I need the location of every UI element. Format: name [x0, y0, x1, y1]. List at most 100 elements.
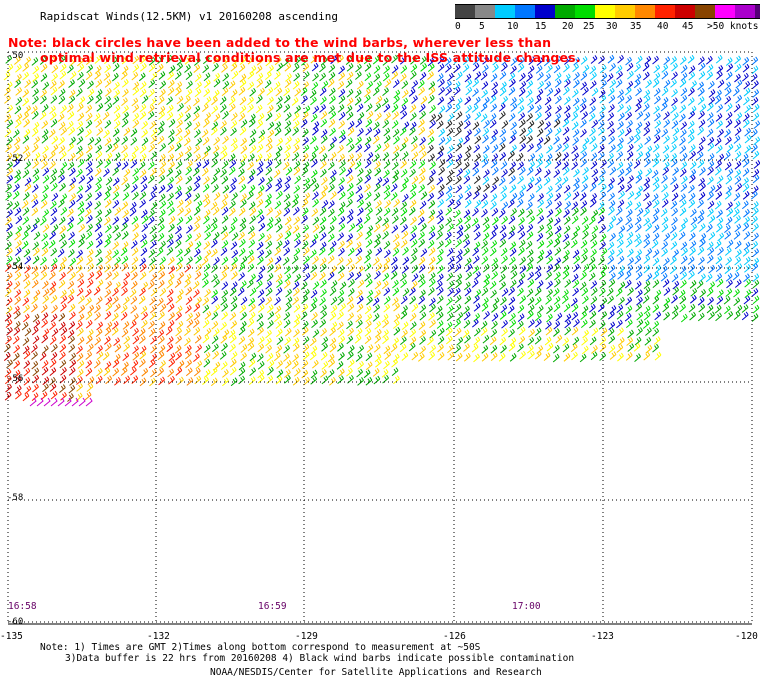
wind-barb [546, 255, 554, 265]
wind-barb [366, 110, 374, 120]
wind-barb [130, 305, 138, 314]
wind-barb [211, 335, 219, 344]
wind-barb [561, 176, 569, 185]
wind-barb [428, 256, 436, 266]
wind-barb [617, 327, 624, 337]
wind-barb [518, 72, 526, 82]
wind-barb [589, 336, 597, 346]
wind-barb [275, 240, 283, 250]
wind-barb [33, 289, 41, 299]
wind-barb [374, 335, 382, 344]
wind-barb [372, 257, 380, 266]
wind-barb [526, 231, 534, 241]
wind-barb [266, 272, 274, 282]
wind-barb [660, 272, 668, 282]
wind-barb [508, 150, 515, 160]
wind-barb [679, 265, 687, 275]
wind-barb [68, 344, 76, 353]
wind-barb [491, 224, 499, 234]
wind-barb [751, 263, 759, 272]
wind-barb [419, 289, 426, 299]
wind-barb [510, 270, 518, 280]
wind-barb [436, 73, 444, 82]
wind-barb [589, 198, 597, 208]
wind-barb [707, 191, 714, 201]
wind-barb [328, 64, 336, 73]
wind-barb [481, 153, 488, 163]
wind-barb [383, 127, 391, 137]
wind-barb [338, 216, 346, 225]
wind-barb [256, 198, 264, 208]
wind-barb [248, 358, 256, 368]
wind-barb [68, 231, 75, 241]
wind-barb [194, 73, 202, 83]
wind-barb [184, 207, 192, 217]
wind-barb [327, 271, 335, 281]
wind-barb [393, 95, 400, 105]
wind-barb [256, 208, 263, 218]
wind-barb [573, 168, 580, 178]
wind-barb [625, 305, 633, 314]
wind-barb [590, 351, 598, 361]
wind-barb [96, 159, 103, 169]
wind-barb [150, 97, 157, 106]
wind-barb [490, 289, 497, 299]
wind-barb [229, 200, 236, 210]
wind-barb [489, 95, 497, 104]
wind-barb [69, 136, 76, 146]
wind-barb [534, 350, 542, 360]
wind-barb [564, 201, 572, 210]
wind-barb [688, 192, 696, 202]
wind-barb [643, 255, 651, 264]
scale-swatch [495, 4, 515, 19]
wind-barb [76, 353, 84, 362]
wind-barb [366, 344, 374, 353]
wind-barb [382, 223, 390, 232]
wind-barb [463, 209, 471, 219]
wind-barb [203, 176, 210, 185]
wind-barb [139, 335, 146, 344]
wind-barb [428, 278, 436, 288]
scale-label: 0 [455, 21, 461, 32]
wind-barb [104, 79, 112, 88]
wind-barb [543, 177, 551, 186]
wind-barb [715, 145, 723, 154]
wind-barb [715, 160, 722, 169]
wind-barb [203, 344, 211, 354]
wind-barb [96, 257, 103, 266]
wind-barb [643, 95, 651, 104]
wind-barb [222, 377, 229, 387]
wind-barb [167, 368, 175, 378]
wind-barb [516, 199, 524, 208]
wind-barb [652, 199, 660, 209]
wind-barb [698, 119, 706, 129]
wind-barb [715, 54, 723, 64]
wind-barb [139, 358, 146, 368]
wind-barb [419, 110, 426, 120]
wind-barb [411, 95, 418, 104]
wind-barb [591, 225, 599, 235]
wind-barb [725, 185, 733, 195]
wind-barb [672, 280, 680, 290]
wind-barb [428, 81, 436, 90]
lat-label: -58 [7, 493, 24, 503]
wind-barb [445, 231, 452, 241]
wind-barb [617, 176, 625, 186]
wind-barb [256, 120, 264, 129]
wind-barb [681, 175, 688, 185]
wind-barb [13, 136, 21, 146]
wind-barb [319, 241, 327, 251]
wind-barb [103, 191, 111, 201]
wind-barb [321, 336, 329, 346]
wind-barb [354, 96, 362, 106]
wind-barb [645, 222, 653, 232]
wind-barb [50, 263, 58, 273]
wind-barb [167, 192, 174, 202]
wind-barb [158, 153, 166, 163]
wind-barb [158, 184, 166, 194]
wind-barb [672, 286, 680, 296]
wind-barb [598, 55, 605, 64]
wind-barb [510, 97, 517, 106]
wind-barb [39, 217, 47, 226]
wind-barb [121, 97, 128, 107]
